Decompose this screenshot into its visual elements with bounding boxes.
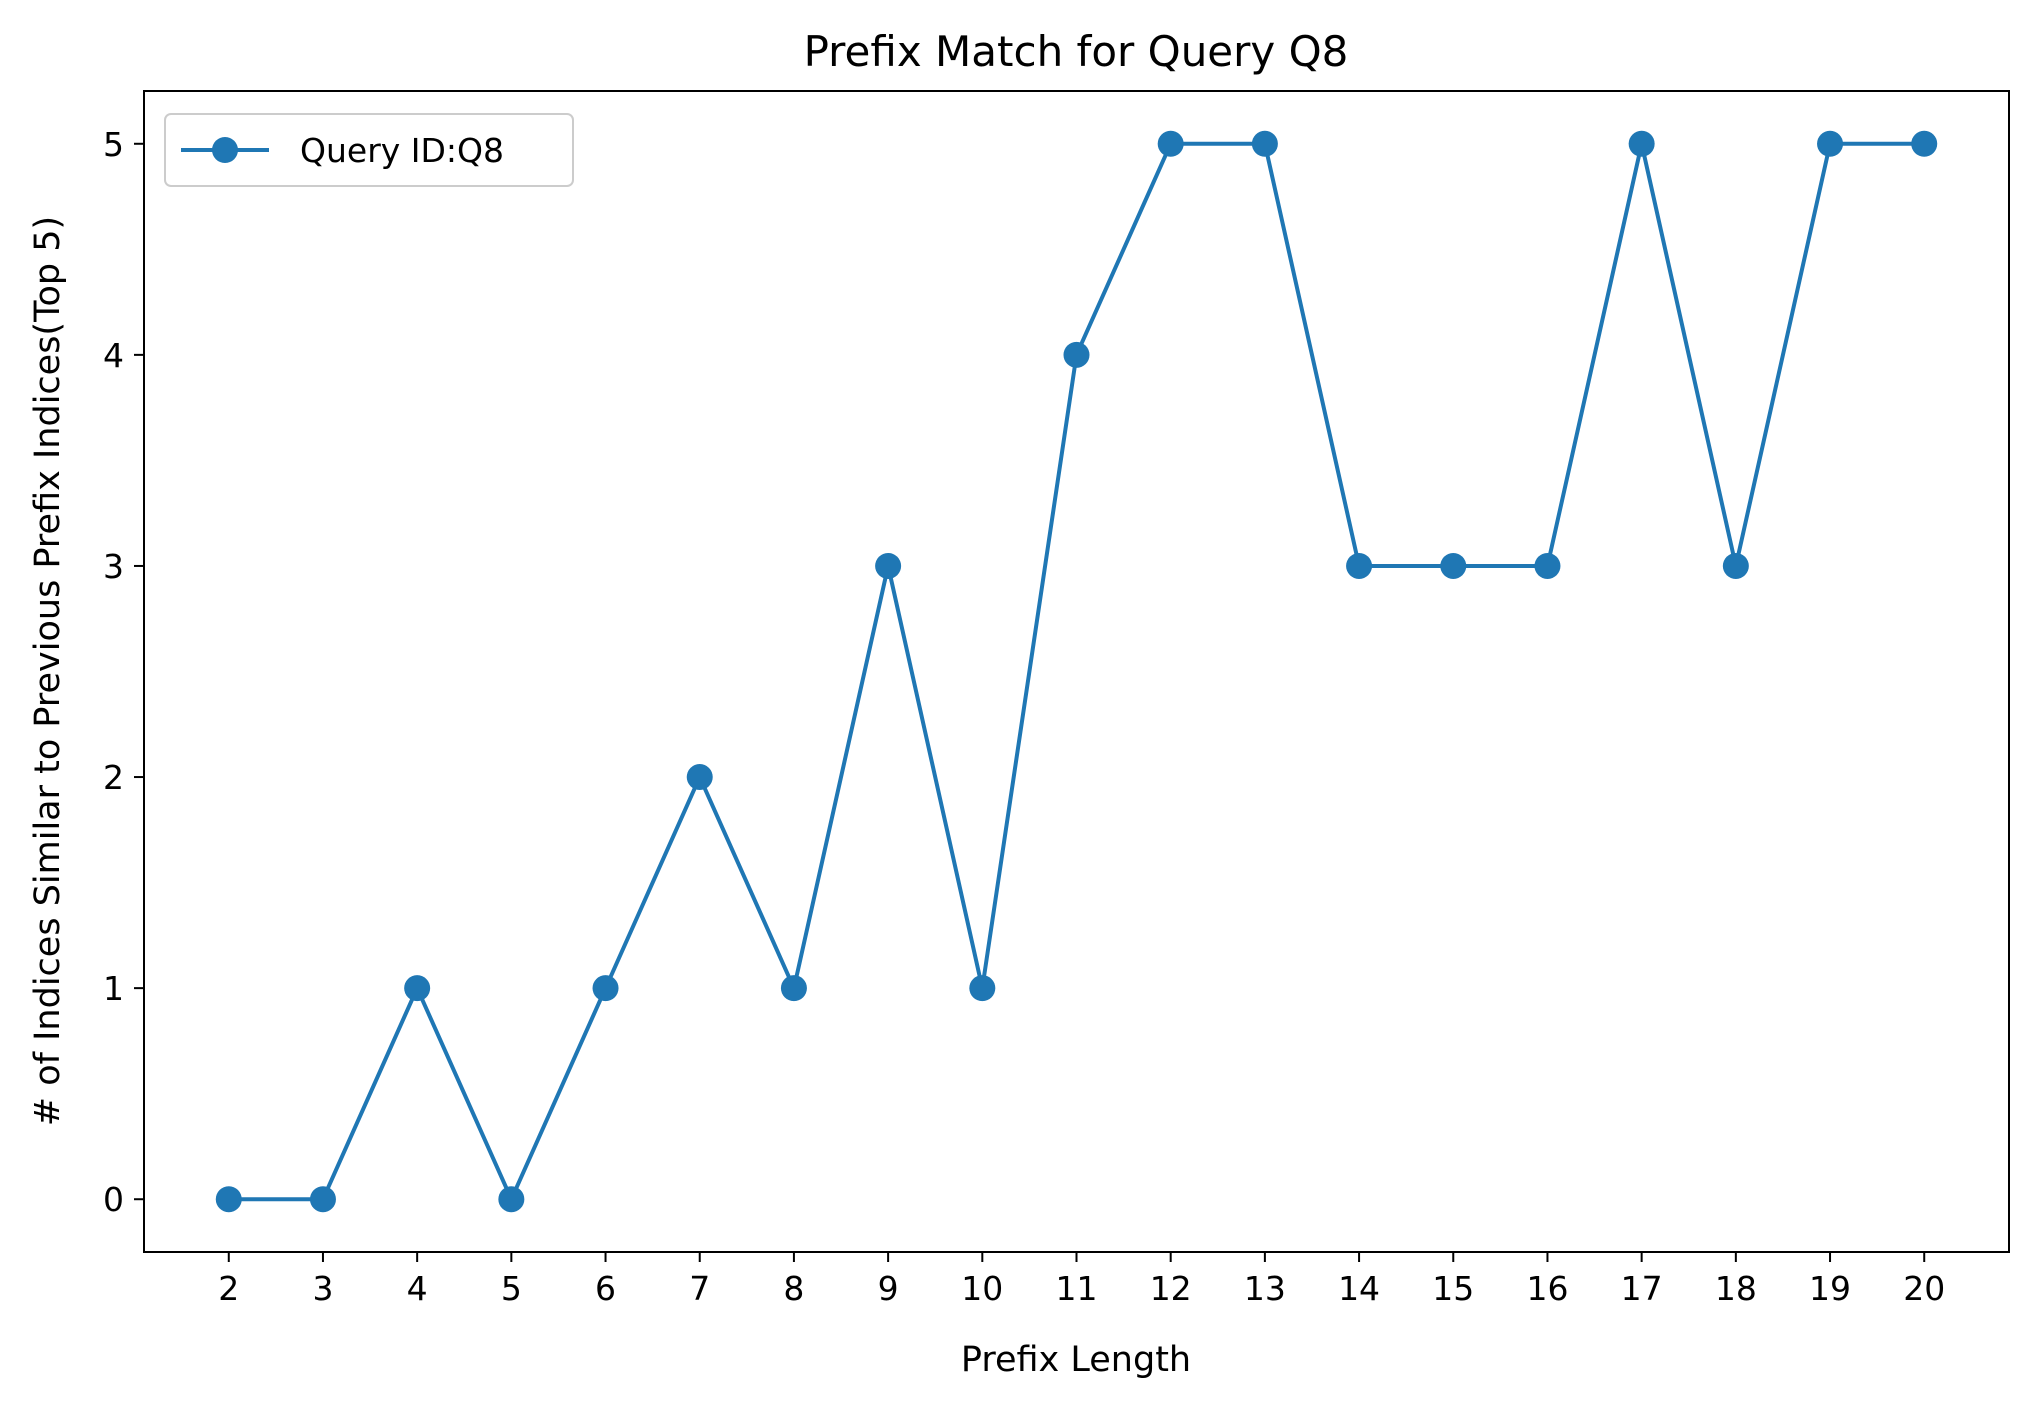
y-tick-label: 4 [103, 336, 124, 375]
data-point [1063, 341, 1090, 368]
data-point [404, 975, 431, 1002]
x-tick-label: 20 [1903, 1269, 1945, 1308]
x-tick-label: 2 [218, 1269, 239, 1308]
data-point [686, 764, 713, 791]
y-tick-label: 3 [103, 547, 124, 586]
x-tick-label: 10 [961, 1269, 1003, 1308]
y-tick-label: 0 [103, 1180, 124, 1219]
data-point [1911, 130, 1938, 157]
data-point [1157, 130, 1184, 157]
x-axis: 2 3 4 5 6 7 8 9 10 11 12 13 14 15 16 17 18 19 20 [218, 1252, 1945, 1308]
x-tick-label: 19 [1809, 1269, 1851, 1308]
x-tick-label: 6 [595, 1269, 616, 1308]
legend-frame [164, 113, 574, 187]
x-tick-label: 9 [878, 1269, 899, 1308]
x-tick-label: 8 [783, 1269, 804, 1308]
data-point [1817, 130, 1844, 157]
series-layer [215, 130, 1938, 1213]
x-tick-label: 15 [1432, 1269, 1474, 1308]
data-point [309, 1186, 336, 1213]
x-tick-label: 5 [501, 1269, 522, 1308]
legend-series-marker [212, 137, 238, 163]
data-point [1628, 130, 1655, 157]
x-tick-label: 16 [1526, 1269, 1568, 1308]
x-axis-label: Prefix Length [961, 1340, 1191, 1380]
chart-title: Prefix Match for Query Q8 [804, 27, 1349, 76]
x-tick-label: 18 [1715, 1269, 1757, 1308]
data-point [498, 1186, 525, 1213]
data-point [780, 975, 807, 1002]
x-tick-label: 7 [689, 1269, 710, 1308]
x-tick-label: 17 [1621, 1269, 1663, 1308]
data-point [1346, 552, 1373, 579]
y-axis-label: # of Indices Similar to Previous Prefix … [28, 216, 68, 1126]
y-tick-label: 5 [103, 125, 124, 164]
data-point [1534, 552, 1561, 579]
x-tick-label: 12 [1150, 1269, 1192, 1308]
data-point [875, 552, 902, 579]
y-axis: 0 1 2 3 4 5 [103, 125, 144, 1219]
legend-series-label: Query ID:Q8 [300, 131, 504, 170]
legend: Query ID:Q8 [164, 113, 574, 187]
y-tick-label: 1 [103, 969, 124, 1008]
data-point [969, 975, 996, 1002]
x-tick-label: 3 [312, 1269, 333, 1308]
data-point [1722, 552, 1749, 579]
data-point [592, 975, 619, 1002]
x-tick-label: 13 [1244, 1269, 1286, 1308]
x-tick-label: 11 [1056, 1269, 1098, 1308]
data-point [215, 1186, 242, 1213]
data-point [1440, 552, 1467, 579]
x-tick-label: 14 [1338, 1269, 1380, 1308]
data-point [1251, 130, 1278, 157]
x-tick-label: 4 [407, 1269, 428, 1308]
y-tick-label: 2 [103, 758, 124, 797]
